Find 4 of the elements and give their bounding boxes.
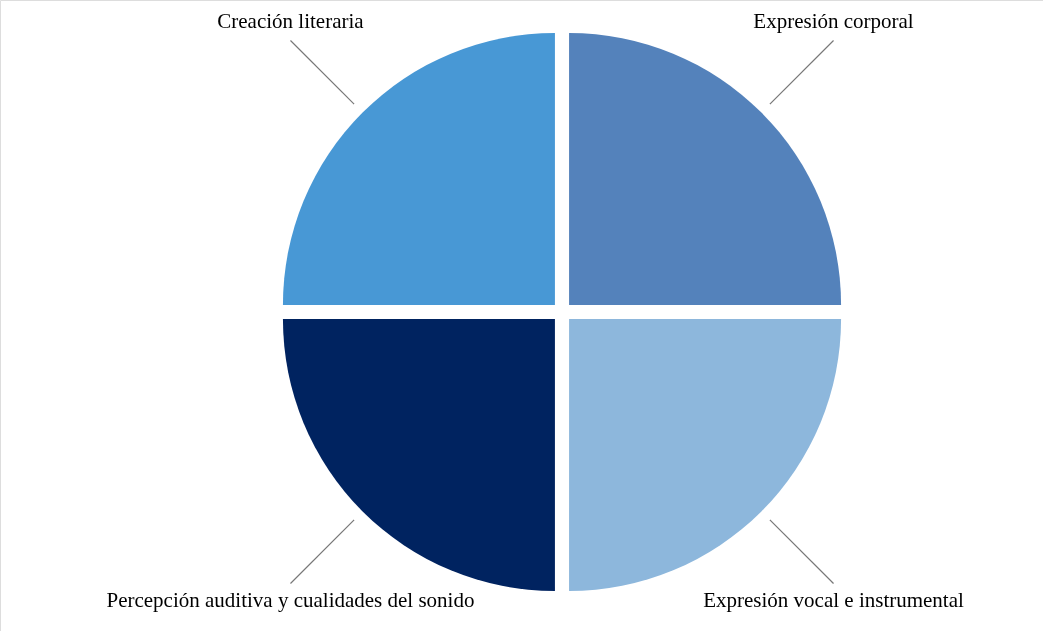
slice-label: Creación literaria	[217, 9, 365, 34]
slice-label: Expresión corporal	[753, 9, 914, 34]
slice-label: Percepción auditiva y cualidades del sonido	[106, 587, 475, 612]
slice-label: Expresión vocal e instrumental	[703, 587, 965, 612]
